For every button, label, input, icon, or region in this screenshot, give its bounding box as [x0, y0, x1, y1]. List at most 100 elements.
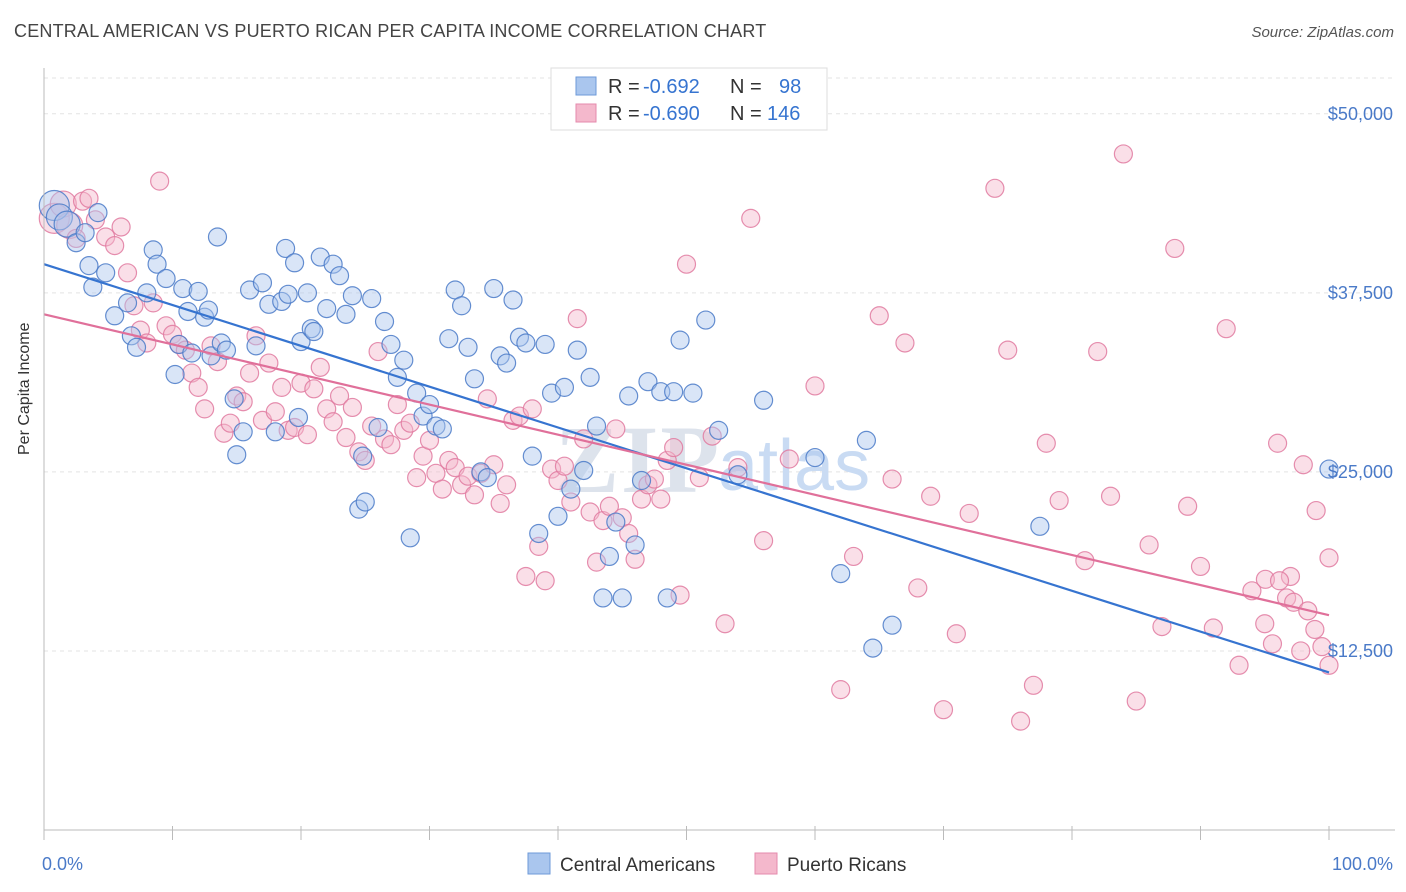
- x-tick-label-0: 0.0%: [42, 854, 83, 874]
- central-americans-point-63: [413, 406, 433, 426]
- central-americans-point-22: [188, 281, 208, 302]
- puerto-ricans-point-53: [394, 420, 414, 440]
- central-americans-point-42: [291, 331, 311, 352]
- legend-r-label-pink: R =: [608, 103, 640, 125]
- central-americans-point-52: [349, 499, 369, 519]
- central-americans-point-85: [554, 377, 575, 397]
- legend-swatch-blue: [575, 76, 597, 96]
- puerto-ricans-point-121: [1049, 490, 1069, 511]
- puerto-ricans-point-105: [805, 376, 825, 396]
- puerto-ricans-point-33: [265, 402, 285, 422]
- central-americans-point-79: [516, 333, 536, 353]
- central-americans-point-1: [45, 203, 74, 231]
- central-americans-point-37: [272, 291, 292, 312]
- legend-r-value-pink: -0.690: [643, 103, 700, 125]
- central-americans-point-8: [96, 263, 116, 283]
- legend-r-value-blue: -0.692: [643, 76, 700, 98]
- central-americans-point-36: [265, 422, 285, 442]
- puerto-ricans-point-114: [946, 624, 966, 644]
- central-americans-point-31: [233, 422, 253, 442]
- puerto-ricans-point-75: [535, 571, 555, 591]
- central-americans-point-75: [490, 346, 510, 366]
- puerto-ricans-point-139: [1293, 455, 1313, 475]
- central-americans-point-104: [696, 310, 716, 330]
- puerto-ricans-point-57: [419, 430, 440, 450]
- puerto-ricans-point-120: [1036, 433, 1056, 453]
- central-americans-point-48: [323, 254, 343, 274]
- central-americans-point-92: [599, 546, 620, 567]
- puerto-ricans-point-128: [1152, 617, 1172, 637]
- puerto-ricans-point-107: [843, 546, 864, 567]
- central-americans-point-2: [53, 210, 81, 238]
- central-americans-point-20: [178, 301, 198, 322]
- central-americans-point-50: [336, 304, 356, 324]
- y-tick-label-0: $12,500: [1328, 641, 1393, 661]
- puerto-ricans-point-97: [676, 254, 697, 274]
- puerto-ricans-point-144: [1269, 571, 1290, 591]
- puerto-ricans-point-149: [1305, 619, 1325, 640]
- central-americans-point-112: [882, 615, 902, 635]
- central-americans-point-82: [535, 334, 555, 355]
- puerto-ricans-point-39: [304, 379, 324, 399]
- puerto-ricans-point-116: [985, 178, 1005, 198]
- central-americans-point-12: [126, 337, 147, 357]
- central-americans-point-16: [156, 268, 176, 289]
- puerto-ricans-point-127: [1139, 535, 1159, 555]
- central-americans-point-4: [75, 223, 95, 243]
- puerto-ricans-point-86: [606, 419, 626, 439]
- puerto-ricans-point-78: [554, 456, 575, 476]
- central-americans-point-74: [484, 278, 504, 299]
- puerto-ricans-point-100: [715, 614, 735, 634]
- central-americans-point-19: [173, 278, 193, 299]
- puerto-ricans-point-109: [882, 469, 902, 489]
- puerto-ricans-point-45: [342, 397, 362, 418]
- central-americans-point-71: [464, 369, 485, 389]
- central-americans-point-88: [574, 460, 594, 481]
- central-americans-point-114: [1319, 459, 1339, 479]
- trend-line-puerto-ricans: [43, 313, 1330, 617]
- puerto-ricans-point-133: [1216, 319, 1236, 339]
- bottom-legend-label-central-americans: Central Americans: [560, 855, 715, 876]
- central-americans-point-15: [147, 254, 167, 274]
- puerto-ricans-point-115: [959, 503, 979, 524]
- central-americans-point-110: [856, 430, 877, 450]
- central-americans-point-26: [207, 227, 228, 247]
- legend: R = -0.692 N = 98 R = -0.690 N = 146: [550, 67, 828, 131]
- puerto-ricans-point-9: [111, 217, 131, 237]
- central-americans-point-9: [105, 306, 125, 326]
- puerto-ricans-point-129: [1165, 238, 1185, 259]
- puerto-ricans-point-88: [619, 523, 639, 544]
- central-americans-point-102: [670, 330, 690, 350]
- puerto-ricans-point-134: [1229, 655, 1249, 675]
- central-americans-point-107: [753, 390, 774, 410]
- puerto-ricans-point-102: [741, 208, 761, 228]
- puerto-ricans-point-147: [1291, 641, 1311, 661]
- puerto-ricans-point-93: [651, 489, 671, 509]
- central-americans-point-103: [683, 383, 703, 403]
- puerto-ricans-point-10: [117, 263, 138, 283]
- central-americans-point-58: [381, 334, 401, 355]
- puerto-ricans-point-125: [1113, 144, 1134, 164]
- central-americans-point-45: [304, 321, 324, 342]
- central-americans-point-87: [567, 340, 587, 360]
- trend-lines: [43, 263, 1330, 674]
- central-americans-point-47: [317, 299, 337, 319]
- puerto-ricans-point-111: [908, 578, 928, 598]
- puerto-ricans-point-119: [1023, 675, 1044, 695]
- puerto-ricans-point-124: [1100, 486, 1121, 506]
- central-americans-point-90: [586, 416, 607, 436]
- puerto-ricans-point-29: [240, 363, 260, 383]
- central-americans-point-101: [664, 382, 684, 402]
- puerto-ricans-point-142: [1255, 569, 1275, 589]
- central-americans-point-109: [831, 564, 851, 584]
- puerto-ricans-point-110: [895, 333, 915, 353]
- puerto-ricans-point-52: [387, 394, 407, 415]
- puerto-ricans-point-22: [195, 399, 215, 419]
- legend-n-label-pink: N =: [730, 103, 762, 125]
- x-tick-label-1: 100.0%: [1332, 854, 1393, 874]
- central-americans-point-29: [224, 389, 244, 409]
- puerto-ricans-point-89: [625, 549, 645, 569]
- puerto-ricans-point-136: [1255, 614, 1275, 634]
- central-americans-point-14: [143, 240, 163, 260]
